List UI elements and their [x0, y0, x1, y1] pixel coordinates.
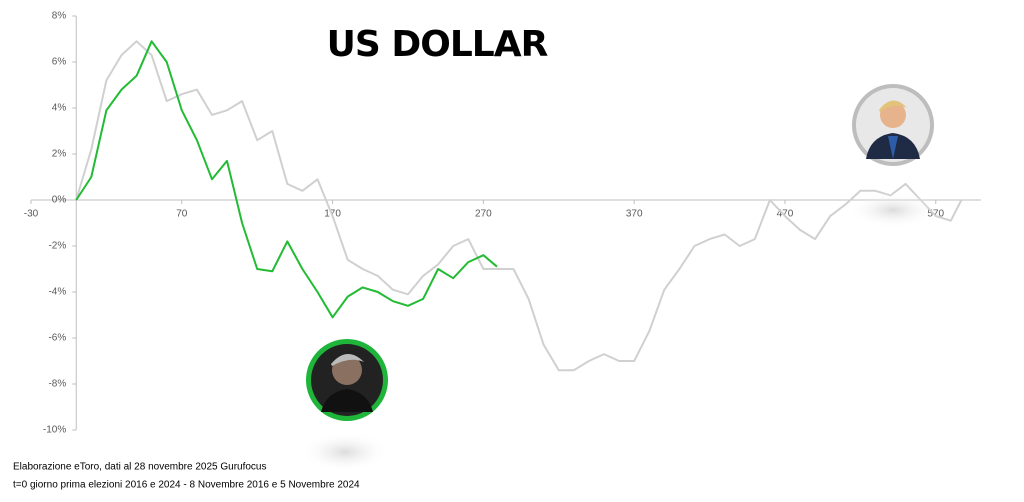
y-tick-label: -6% [48, 333, 66, 344]
y-tick-label: -10% [43, 425, 66, 436]
x-tick-label: -30 [24, 209, 39, 220]
x-tick-label: 370 [626, 209, 643, 220]
y-tick-label: 6% [52, 57, 67, 68]
y-tick-label: 0% [52, 195, 67, 206]
chart-title: US DOLLAR [327, 24, 548, 65]
x-tick-label: 70 [176, 209, 188, 220]
y-tick-label: 4% [52, 103, 67, 114]
y-tick-label: -2% [48, 241, 66, 252]
lines [75, 40, 963, 372]
portrait-2024 [300, 339, 390, 472]
series-line [75, 40, 963, 372]
x-tick-label: 270 [475, 209, 492, 220]
series-line [75, 40, 498, 319]
y-tick-label: -4% [48, 287, 66, 298]
y-tick-label: 2% [52, 149, 67, 160]
note: Elaborazione eToro, dati al 28 novembre … [13, 462, 267, 473]
y-tick-label: -8% [48, 379, 66, 390]
y-tick-label: 8% [52, 11, 67, 22]
portrait-2016 [848, 84, 938, 228]
axes: 8%6%4%2%0%-2%-4%-6%-8%-10%-30 70 170 270 370… [24, 11, 981, 436]
note: t=0 giorno prima elezioni 2016 e 2024 - … [13, 480, 360, 491]
x-tick-label: 470 [777, 209, 794, 220]
